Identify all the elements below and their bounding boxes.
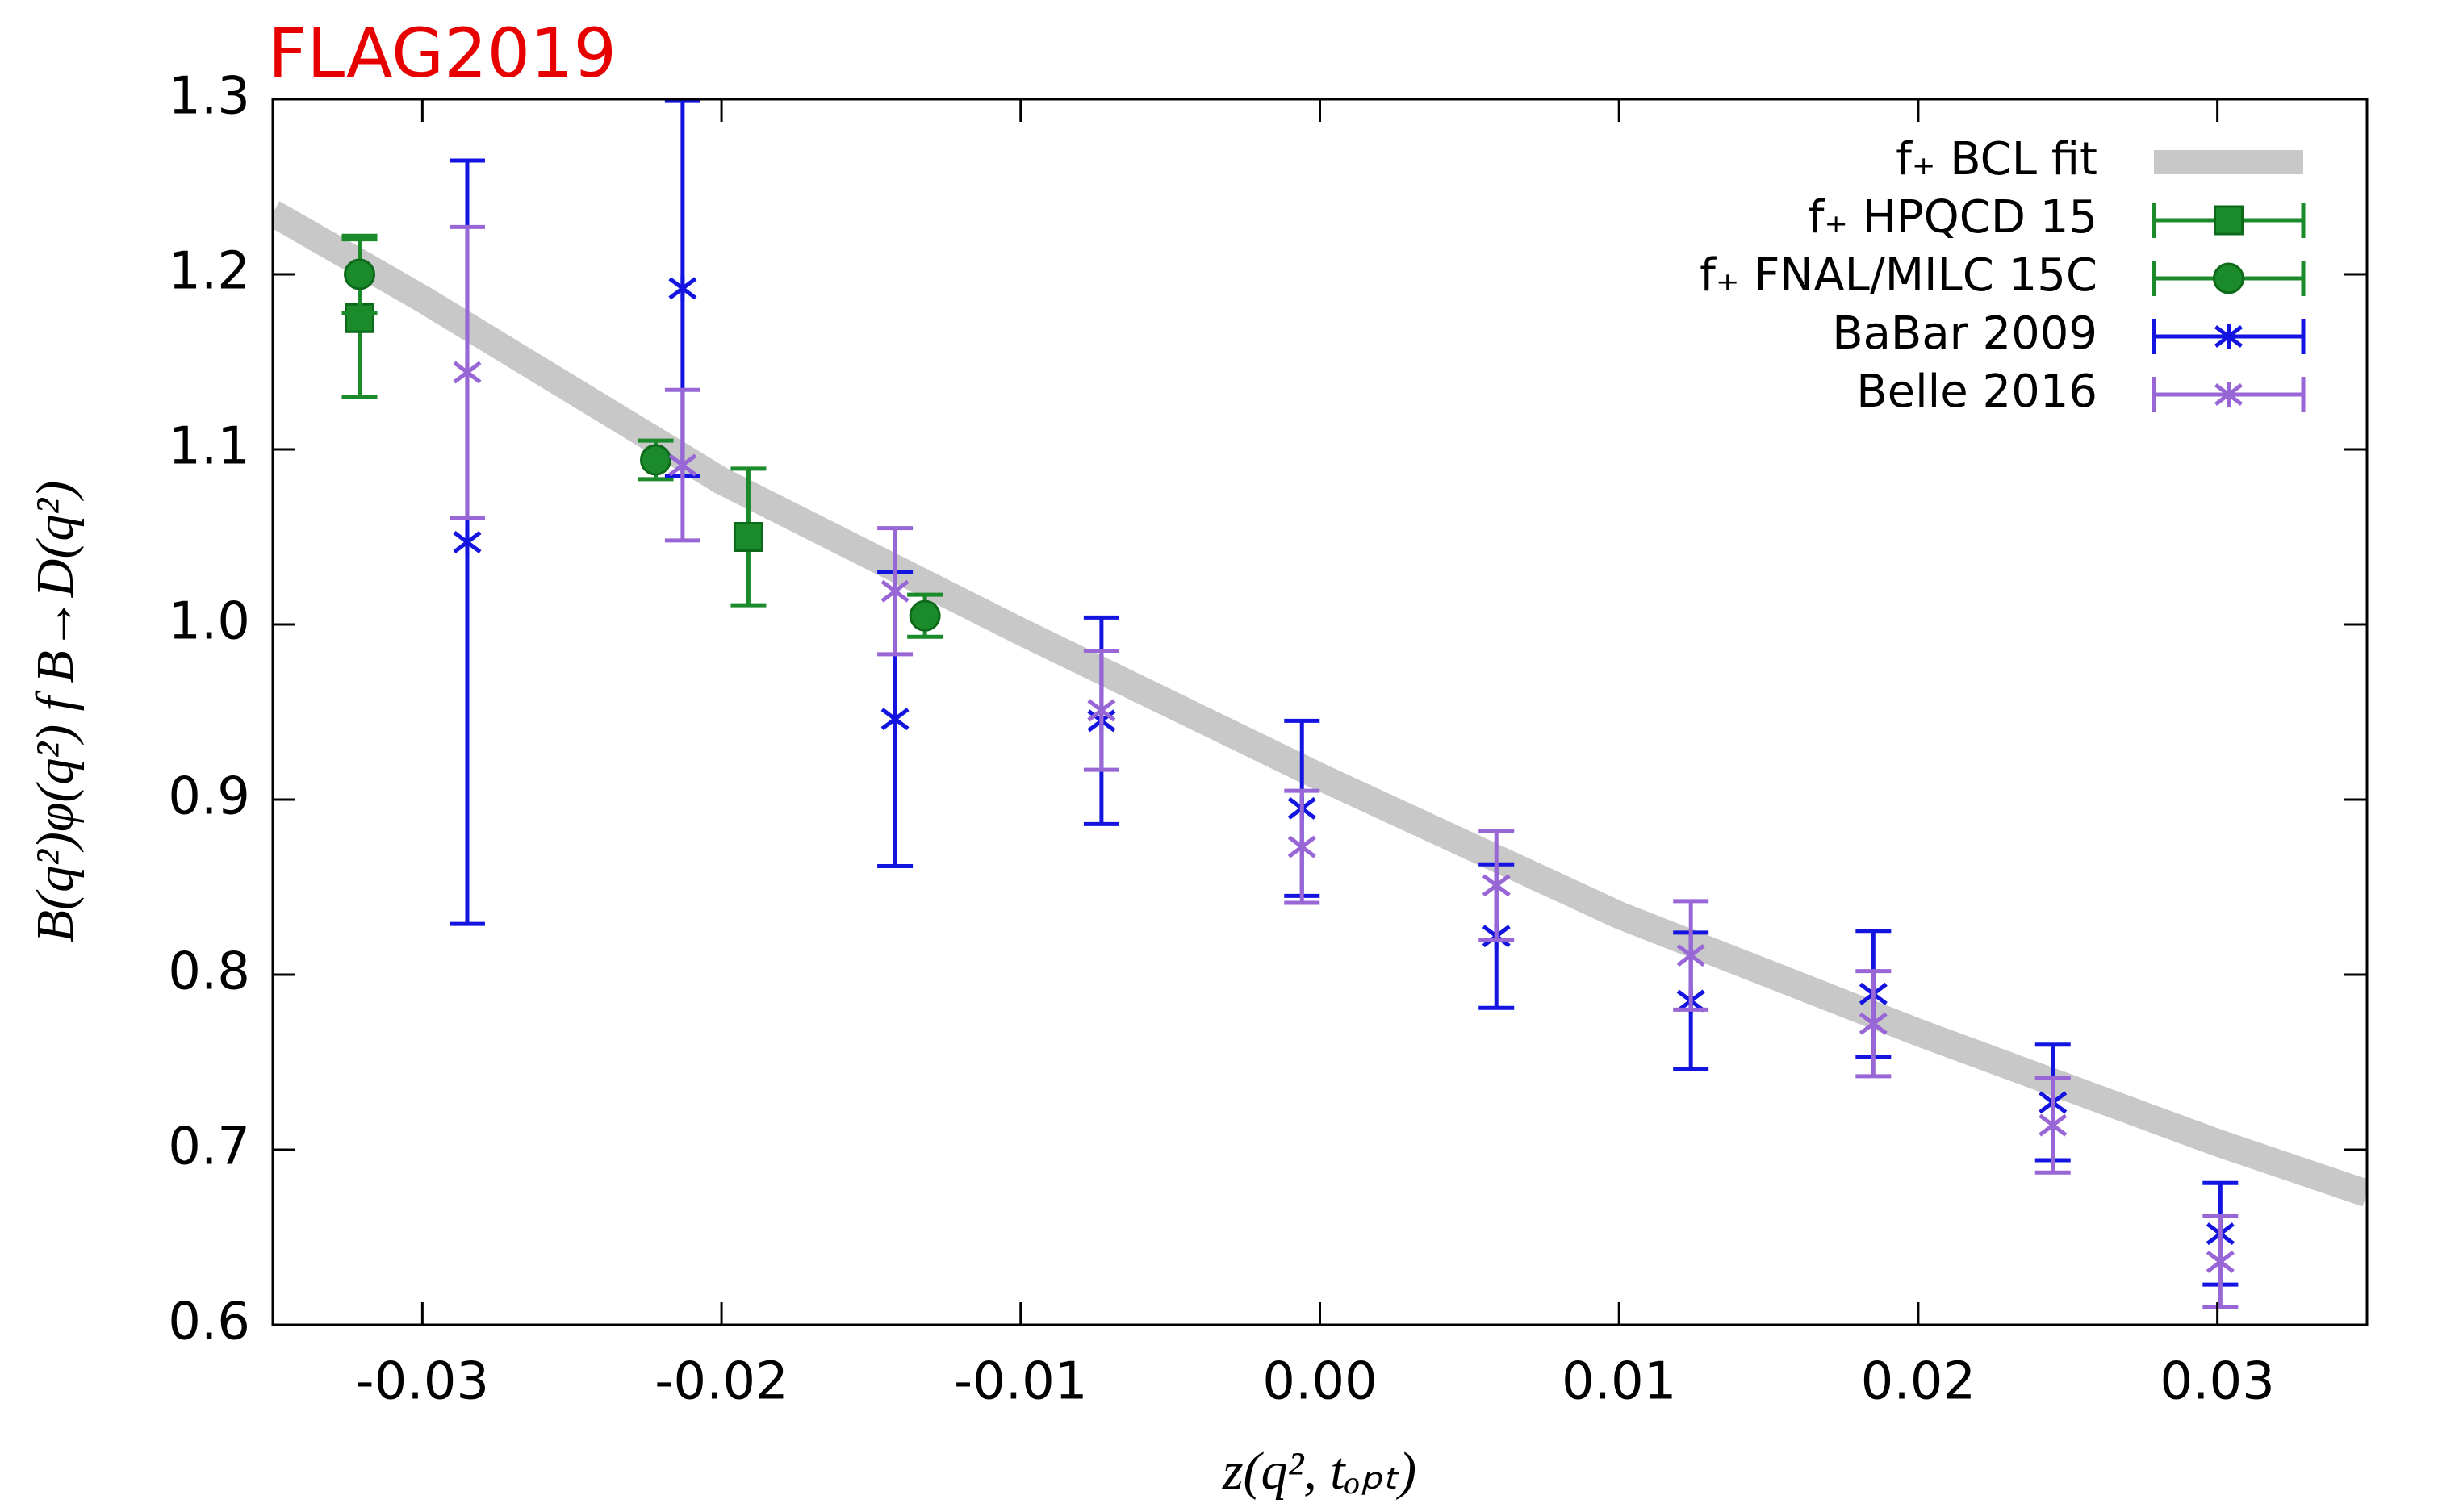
marker-star bbox=[1482, 872, 1511, 899]
legend-label: f₊ HPQCD 15 bbox=[1809, 191, 2097, 244]
x-tick-label: -0.03 bbox=[356, 1352, 490, 1412]
y-tick-label: 1.2 bbox=[168, 242, 250, 302]
marker-star bbox=[453, 529, 482, 556]
y-tick-label: 0.7 bbox=[168, 1117, 250, 1177]
marker-star bbox=[2214, 382, 2243, 407]
x-tick-label: 0.01 bbox=[1562, 1352, 1677, 1412]
x-tick-label: -0.01 bbox=[954, 1352, 1088, 1412]
y-tick-label: 1.0 bbox=[168, 592, 250, 652]
marker-star bbox=[2206, 1248, 2235, 1275]
marker-star bbox=[880, 706, 910, 733]
marker-star bbox=[668, 275, 697, 302]
plot-area bbox=[273, 99, 2367, 1309]
marker-square bbox=[2214, 205, 2244, 236]
marker-square bbox=[733, 522, 763, 552]
y-tick-label: 0.9 bbox=[168, 767, 250, 827]
y-axis-label: B(q²)φ(q²) f B→D(q²) bbox=[26, 481, 85, 942]
marker-star bbox=[880, 578, 910, 604]
marker-star bbox=[2214, 324, 2243, 349]
marker-star bbox=[1287, 833, 1316, 860]
legend-label: Belle 2016 bbox=[1856, 365, 2097, 418]
x-tick-label: 0.00 bbox=[1262, 1352, 1378, 1412]
marker-star bbox=[1676, 942, 1705, 969]
x-tick-label: -0.02 bbox=[654, 1352, 788, 1412]
marker-star bbox=[1859, 1010, 1888, 1037]
marker-circle bbox=[909, 599, 941, 632]
marker-star bbox=[1087, 697, 1116, 724]
y-tick-label: 1.1 bbox=[168, 417, 250, 477]
legend-label: f₊ BCL fit bbox=[1896, 133, 2097, 186]
chart-title: FLAG2019 bbox=[268, 14, 617, 93]
legend-label: BaBar 2009 bbox=[1832, 307, 2097, 360]
y-tick-label: 1.3 bbox=[168, 67, 250, 127]
marker-star bbox=[2039, 1112, 2068, 1138]
y-tick-label: 0.6 bbox=[168, 1293, 250, 1352]
marker-star bbox=[453, 359, 482, 386]
x-axis-label: z(q², tₒₚₜ) bbox=[1222, 1442, 1416, 1501]
legend-label: f₊ FNAL/MILC 15C bbox=[1700, 249, 2097, 302]
marker-circle bbox=[2213, 262, 2244, 294]
y-tick-label: 0.8 bbox=[168, 942, 250, 1002]
x-tick-label: 0.03 bbox=[2160, 1352, 2275, 1412]
marker-circle bbox=[344, 258, 376, 290]
marker-star bbox=[668, 452, 697, 478]
fit-band bbox=[273, 201, 2367, 1207]
marker-circle bbox=[640, 444, 672, 476]
x-tick-label: 0.02 bbox=[1861, 1352, 1976, 1412]
